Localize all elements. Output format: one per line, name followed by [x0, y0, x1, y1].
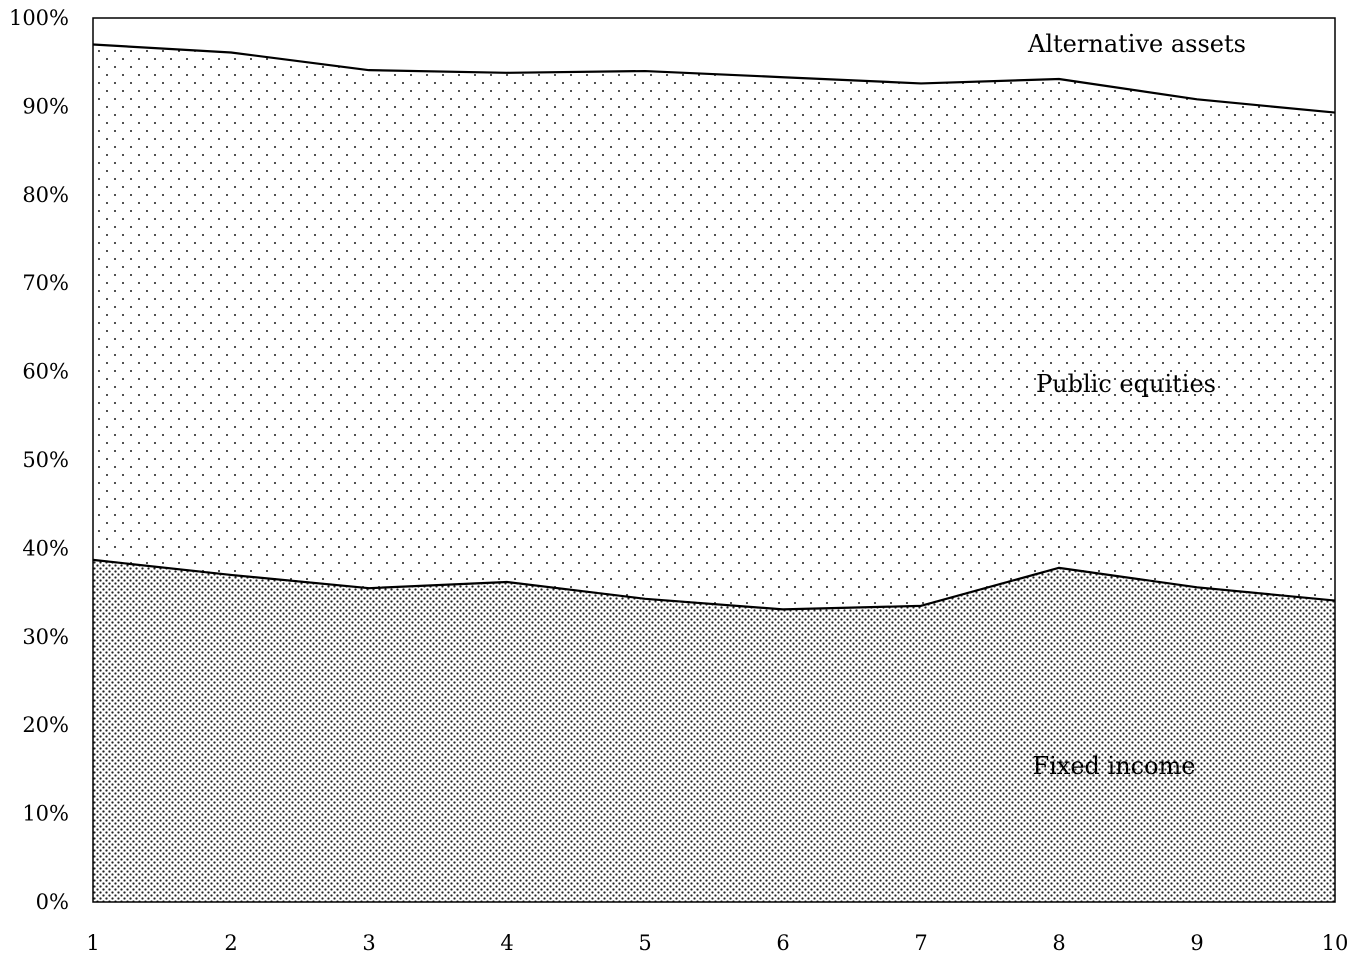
x-tick-label: 8	[1052, 931, 1065, 955]
boundary-line-fixed-income	[92, 558, 1336, 611]
x-tick-label: 1	[86, 931, 99, 955]
x-tick-label: 6	[776, 931, 789, 955]
y-tick-label: 20%	[22, 713, 69, 737]
area-public-equities	[93, 44, 1335, 610]
areas-layer	[93, 18, 1335, 902]
area-fixed-income	[93, 559, 1335, 902]
x-tick-label: 2	[224, 931, 237, 955]
y-tick-label: 70%	[22, 271, 69, 295]
boundary-line-public-equities	[92, 43, 1336, 114]
x-tick-label: 3	[362, 931, 375, 955]
y-tick-label: 40%	[22, 536, 69, 560]
plot-frame	[92, 17, 1336, 903]
x-tick-label: 10	[1322, 931, 1349, 955]
series-labels: Fixed income Public equities Alternative a…	[1027, 30, 1246, 780]
y-tick-label: 90%	[22, 94, 69, 118]
y-tick-label: 80%	[22, 183, 69, 207]
x-axis: 1 2 3 4 5 6 7 8 9 10	[86, 931, 1348, 955]
boundary-lines-layer	[92, 43, 1336, 611]
x-tick-label: 7	[914, 931, 927, 955]
x-tick-label: 5	[638, 931, 651, 955]
series-label-fixed-income: Fixed income	[1032, 752, 1195, 780]
y-tick-label: 60%	[22, 360, 69, 384]
x-tick-label: 9	[1190, 931, 1203, 955]
y-tick-label: 50%	[22, 448, 69, 472]
y-tick-label: 10%	[22, 802, 69, 826]
y-axis: 0% 10% 20% 30% 40% 50% 60% 70% 80% 90% 100%	[9, 6, 69, 914]
area-alternative-assets	[93, 18, 1335, 113]
y-tick-label: 100%	[9, 6, 69, 30]
series-label-alternative-assets: Alternative assets	[1027, 30, 1246, 58]
y-tick-label: 30%	[22, 625, 69, 649]
y-tick-label: 0%	[36, 890, 69, 914]
series-label-public-equities: Public equities	[1036, 370, 1216, 398]
x-tick-label: 4	[500, 931, 513, 955]
